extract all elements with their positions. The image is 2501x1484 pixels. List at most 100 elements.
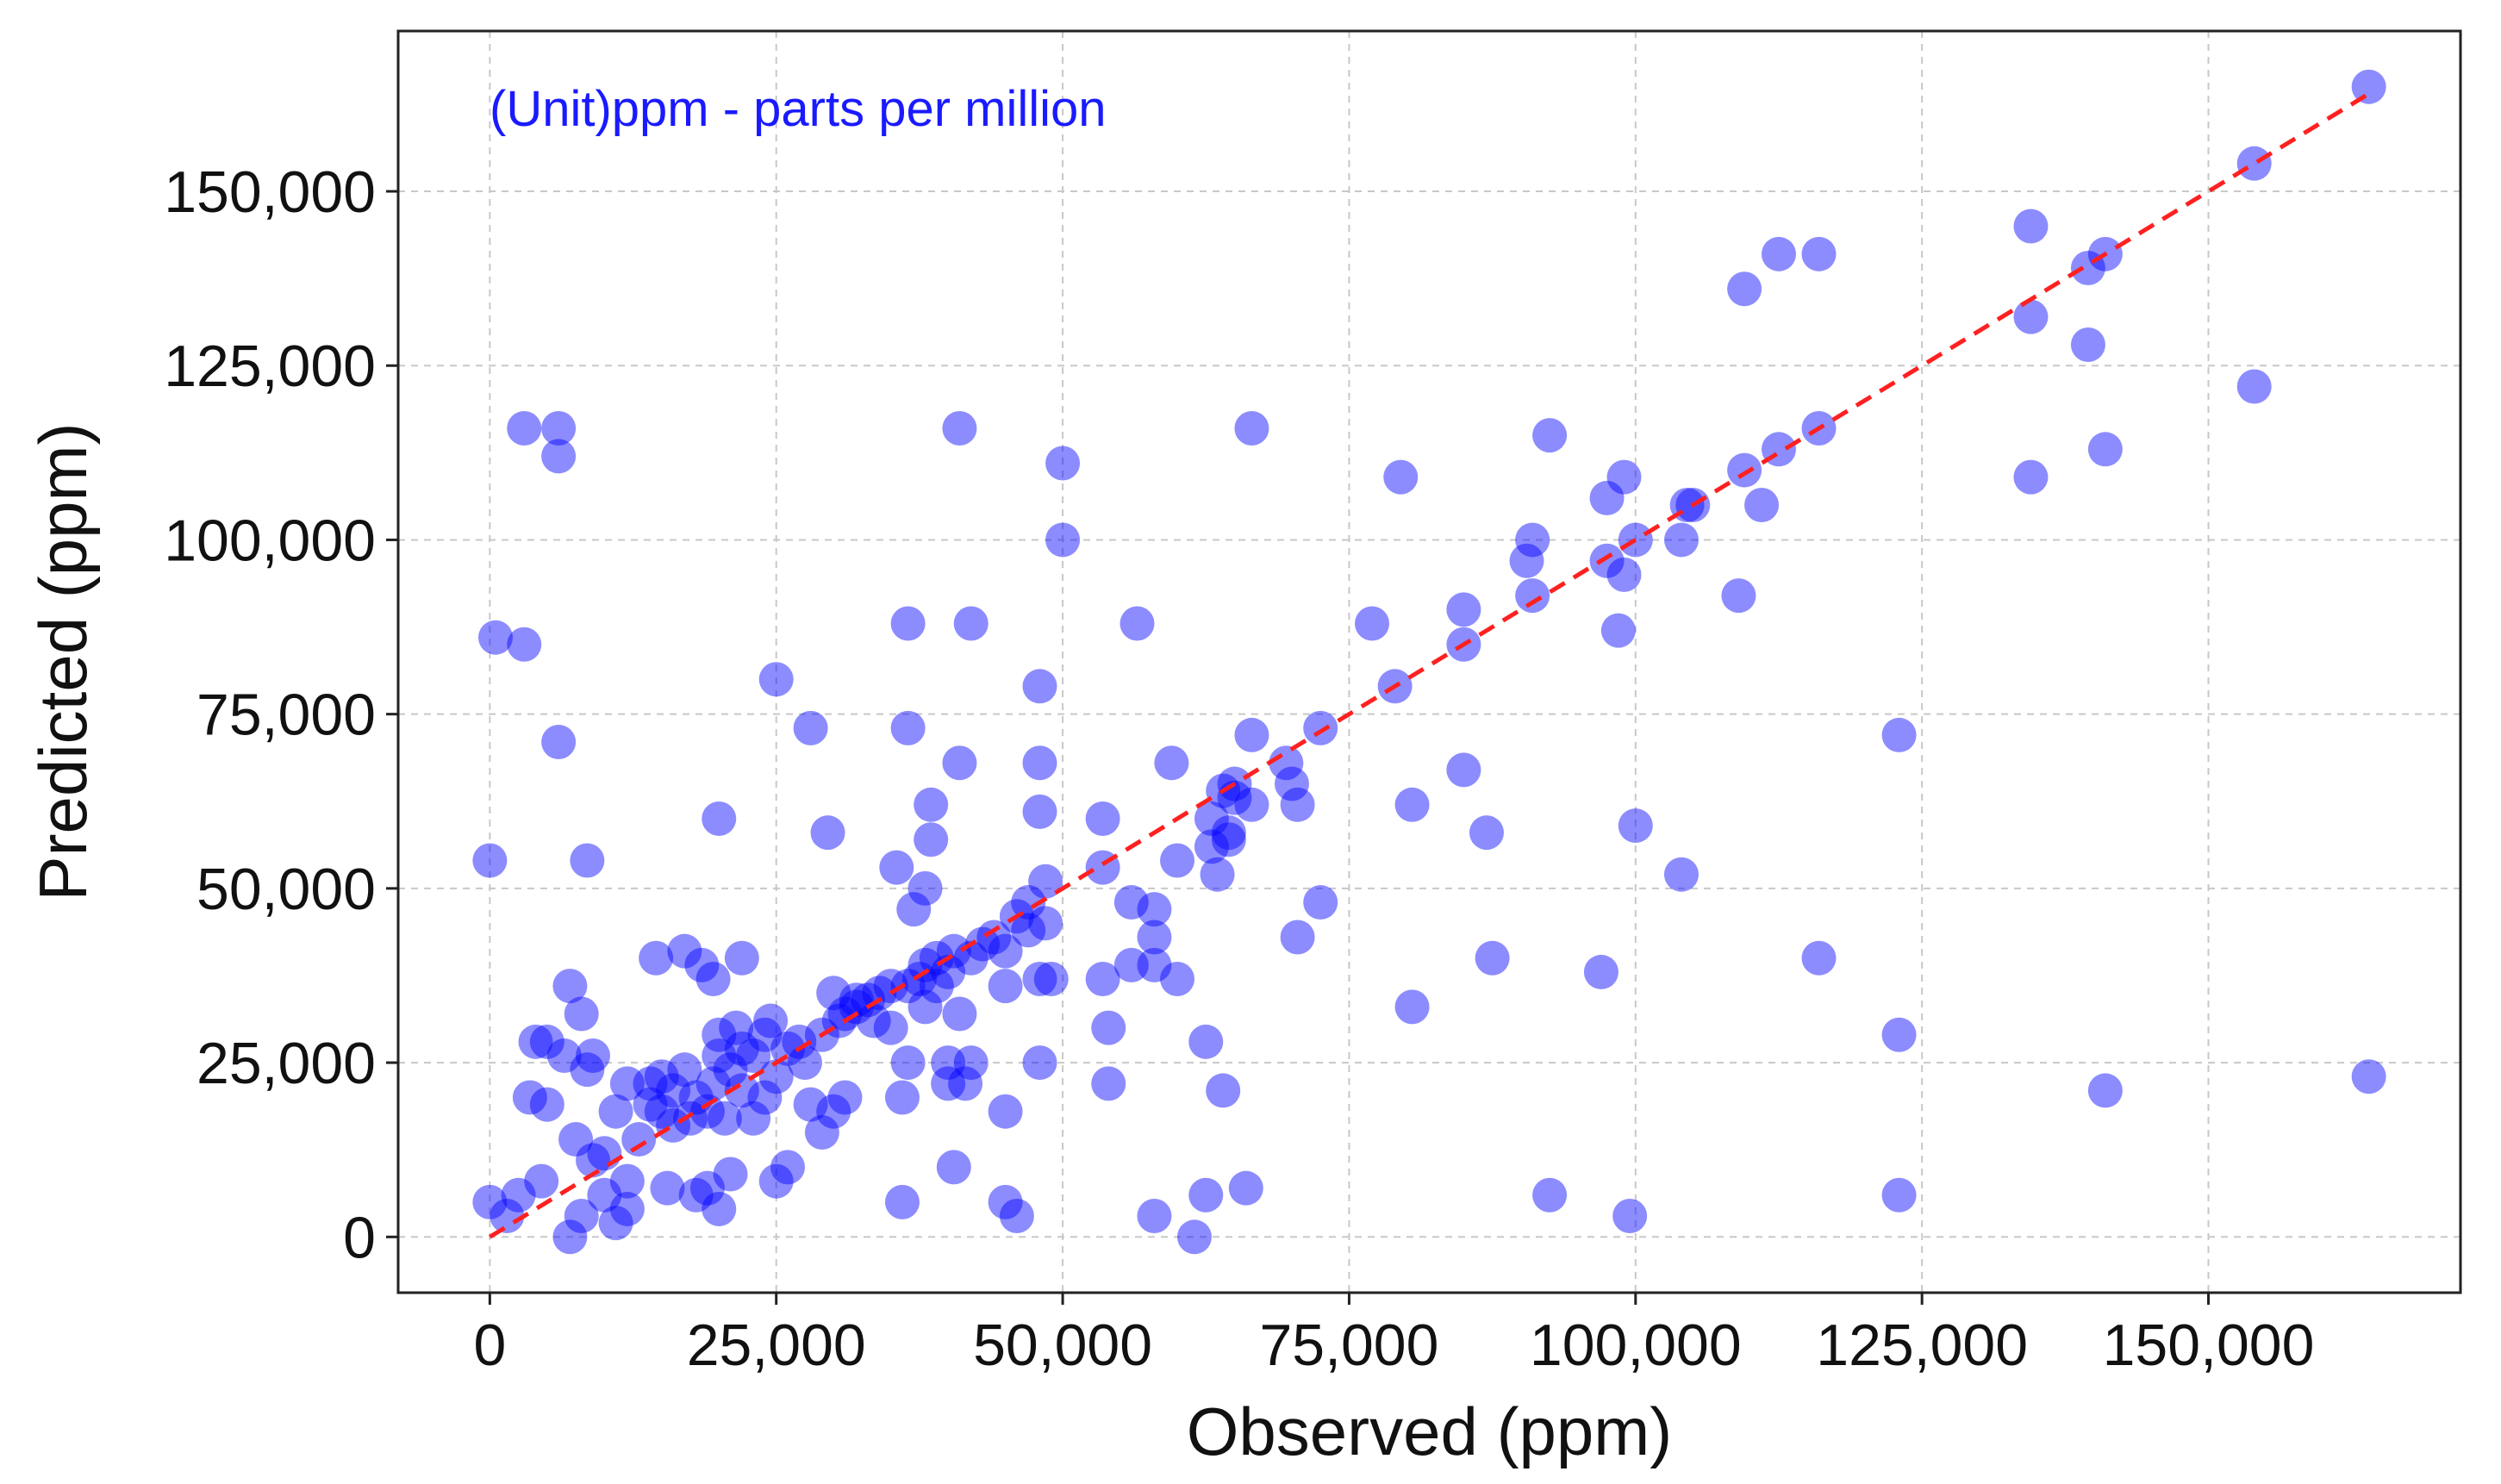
data-point [1618, 522, 1653, 558]
data-point [1022, 1045, 1057, 1081]
data-point [1234, 411, 1269, 446]
data-point [587, 1136, 622, 1171]
data-point [570, 843, 605, 878]
data-point [896, 892, 932, 927]
data-point [1228, 1170, 1263, 1206]
data-point [931, 1045, 966, 1081]
data-point [1600, 613, 1636, 648]
data-point [919, 969, 954, 1004]
data-point [1269, 745, 1304, 781]
data-point [524, 1163, 559, 1199]
x-tick-label: 125,000 [1816, 1313, 2028, 1378]
x-tick-label: 100,000 [1530, 1313, 1742, 1378]
data-point [890, 606, 926, 641]
data-point [988, 933, 1023, 969]
data-points [472, 69, 2386, 1255]
data-point [2087, 1073, 2123, 1108]
data-point [1188, 1177, 1224, 1213]
data-point [1515, 522, 1550, 558]
data-point [1881, 1177, 1917, 1213]
data-point [816, 976, 851, 1011]
data-point [552, 969, 588, 1004]
data-point [529, 1024, 564, 1059]
data-point [598, 1094, 633, 1129]
data-point [2013, 459, 2049, 495]
data-point [1394, 787, 1430, 822]
data-point [633, 1066, 668, 1101]
data-point [856, 1003, 891, 1038]
data-point [609, 1163, 645, 1199]
data-point [793, 1087, 828, 1122]
data-point [656, 1073, 691, 1108]
data-point [667, 1052, 702, 1088]
data-point [702, 1191, 737, 1226]
data-point [827, 1080, 863, 1115]
y-axis-ticks: 0 25,000 50,000 75,000 100,000 125,000 150,000 [164, 159, 398, 1270]
data-point [1085, 801, 1120, 836]
data-point [518, 1024, 553, 1059]
data-point [1663, 522, 1699, 558]
data-point [827, 996, 863, 1032]
data-point [695, 962, 731, 997]
data-point [541, 411, 577, 446]
data-point [862, 976, 897, 1011]
data-point [1663, 857, 1699, 892]
data-point [1033, 962, 1069, 997]
data-point [942, 996, 977, 1032]
plot-frame [396, 29, 2462, 1294]
data-point [678, 1177, 714, 1213]
data-point [667, 933, 702, 969]
data-point [724, 1073, 759, 1108]
data-point [650, 1170, 685, 1206]
data-point [736, 1101, 771, 1136]
data-point [1583, 954, 1618, 989]
data-point [695, 1066, 731, 1101]
data-point [558, 1122, 594, 1157]
data-point [1280, 787, 1315, 822]
data-point [936, 1150, 971, 1185]
x-tick-label: 0 [473, 1313, 506, 1378]
data-point [1022, 745, 1057, 781]
data-point [1721, 578, 1756, 614]
data-point [1618, 808, 1653, 844]
data-point [564, 996, 599, 1032]
data-point [1176, 1219, 1212, 1255]
data-point [713, 1052, 748, 1088]
data-point [472, 843, 508, 878]
data-point [707, 1101, 742, 1136]
data-point [501, 1177, 536, 1213]
x-tick-label: 75,000 [1259, 1313, 1438, 1378]
data-point [2351, 1059, 2386, 1094]
y-tick-label: 50,000 [196, 857, 376, 922]
data-point [1532, 418, 1568, 453]
data-point [2013, 299, 2049, 334]
unit-annotation: (Unit)ppm - parts per million [490, 81, 1107, 137]
data-point [999, 1199, 1034, 1234]
data-point [1160, 843, 1195, 878]
data-point [1137, 920, 1172, 955]
data-point [1727, 452, 1762, 488]
data-point [576, 1038, 611, 1073]
data-point [1091, 1066, 1126, 1101]
data-point [507, 411, 542, 446]
data-point [644, 1059, 679, 1094]
data-point [1801, 940, 1837, 976]
y-tick-label: 100,000 [164, 508, 376, 573]
data-point [1744, 488, 1780, 523]
data-point [702, 1038, 737, 1073]
data-point [1606, 459, 1642, 495]
data-point [1881, 717, 1917, 752]
data-point [1515, 578, 1550, 614]
data-point [724, 1031, 759, 1066]
data-point [684, 947, 720, 982]
y-tick-label: 125,000 [164, 334, 376, 399]
data-point [810, 815, 845, 851]
data-point [988, 1184, 1023, 1219]
data-point [1727, 271, 1762, 307]
y-tick-label: 150,000 [164, 159, 376, 225]
data-point [478, 620, 514, 655]
data-point [1303, 885, 1338, 920]
x-tick-label: 150,000 [2103, 1313, 2315, 1378]
data-point [1120, 606, 1155, 641]
